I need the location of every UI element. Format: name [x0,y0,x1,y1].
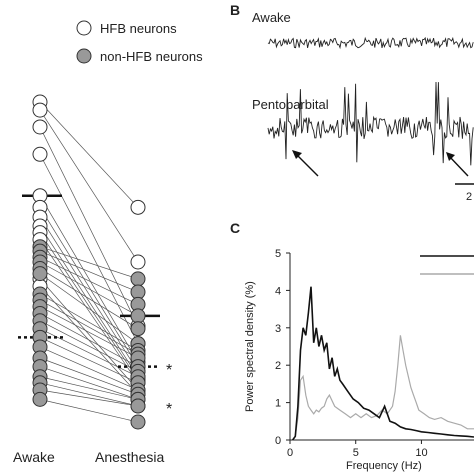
pair-line [39,207,139,367]
pair-line [39,268,139,330]
y-tick-label: 1 [275,398,281,410]
pair-line [39,239,139,384]
neuron-point-anesthesia [130,254,146,270]
y-axis-label: Power spectral density (%) [244,281,256,412]
pair-line [39,154,139,344]
pair-line [39,246,139,280]
legend-label-non-hfb: non-HFB neurons [100,49,203,64]
pair-line [39,299,139,355]
significance-asterisk-1: * [166,362,172,379]
pair-line [39,382,139,407]
pair-line [39,389,139,407]
pair-line [39,126,139,327]
pair-line [39,306,139,359]
y-tick-label: 0 [275,435,281,447]
neuron-point-awake [32,266,48,282]
y-tick-label: 4 [275,285,281,297]
pair-line [39,366,139,400]
pair-line [39,346,139,391]
y-axis-ticks: 0 1 2 3 4 5 [275,248,290,447]
pair-line [39,256,139,305]
neuron-point-anesthesia [130,321,146,337]
spectrum-panel: C 0 1 2 3 4 5 0 5 10 Power spectral density (%)… [230,220,474,472]
neuron-point-anesthesia [130,284,146,300]
scale-bar-label: 2 [466,191,472,203]
neuron-point-anesthesia [130,271,146,287]
trace-awake [267,36,474,50]
x-tick-label: 0 [287,447,293,459]
pair-line [39,195,139,363]
neuron-point-awake [32,146,48,162]
trace-label-awake: Awake [252,10,291,25]
trace-label-pentobarbital: Pentobarbital [252,97,329,112]
paired-scatter-panel: HFB neurons non-HFB neurons Awake Anesth… [13,20,203,465]
x-axis-label: Frequency (Hz) [346,460,422,472]
pair-line [39,232,139,380]
neuron-point-awake [32,391,48,407]
legend-label-hfb: HFB neurons [100,21,177,36]
neuron-point-anesthesia [130,398,146,414]
pair-line [39,273,139,344]
arrow-icon [446,152,469,177]
pair-line [39,278,139,391]
paired-lines [39,101,139,423]
y-tick-label: 3 [275,323,281,335]
pair-line [39,313,139,367]
x-tick-label: 10 [415,447,427,459]
x-tick-label: 5 [353,447,359,459]
trace-pentobarbital [267,81,474,166]
neuron-point-awake [32,119,48,135]
significance-asterisk-2: * [166,401,172,418]
y-tick-label: 5 [275,248,281,260]
legend-marker-hfb [76,20,92,36]
x-axis-ticks: 0 5 10 [287,440,428,459]
neuron-point-anesthesia [130,199,146,215]
spectrum-series [291,286,474,441]
pair-line [39,357,139,395]
series-line-black [291,286,474,441]
pair-line [39,376,139,400]
category-label-anesthesia: Anesthesia [95,449,164,465]
pair-line [39,101,139,208]
neuron-points [32,94,146,430]
series-line-gray [292,335,474,441]
category-label-awake: Awake [13,449,55,465]
pair-line [39,109,139,263]
pair-line [39,320,139,372]
panel-letter-c: C [230,220,240,236]
neuron-point-awake [32,102,48,118]
trace-panel: B Awake Pentobarbital 2 [230,2,474,203]
pair-line [39,225,139,377]
legend-marker-non-hfb [76,48,92,64]
pair-line [39,261,139,317]
neuron-point-anesthesia [130,308,146,324]
pair-line [39,399,139,423]
panel-letter-b: B [230,2,240,18]
y-tick-label: 2 [275,360,281,372]
arrow-icon [292,150,319,177]
pair-line [39,337,139,384]
pair-line [39,250,139,293]
pair-line [39,216,139,372]
neuron-point-anesthesia [130,414,146,430]
pair-line [39,293,139,351]
pair-line [39,328,139,378]
